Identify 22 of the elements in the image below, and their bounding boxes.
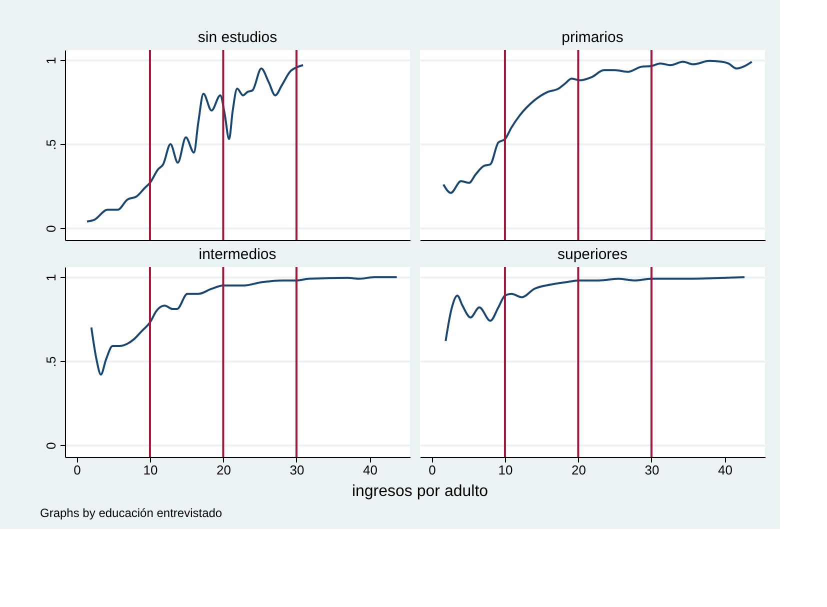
chart-title: sin estudios xyxy=(198,29,278,46)
x-tick-label: 40 xyxy=(362,462,378,478)
chart-title: primarios xyxy=(562,29,624,46)
x-tick-label: 10 xyxy=(143,462,158,478)
x-tick-label: 30 xyxy=(644,462,660,478)
chart-title: superiores xyxy=(557,246,628,263)
x-axis-title: ingresos por adulto xyxy=(352,483,488,500)
text: Graphs by educación entrevistado xyxy=(40,506,222,520)
x-tick-label: 20 xyxy=(216,462,231,478)
y-tick-label: 0 xyxy=(44,442,58,450)
chart-title: intermedios xyxy=(198,246,276,263)
x-tick-label: 10 xyxy=(498,462,513,478)
x-tick-label: 0 xyxy=(74,462,81,478)
x-tick-label: 40 xyxy=(718,462,732,478)
y-tick-label: 1 xyxy=(44,56,58,64)
y-tick-label: .5 xyxy=(44,139,58,150)
y-tick-label: 0 xyxy=(44,225,58,232)
y-tick-label: .5 xyxy=(44,356,58,368)
x-tick-label: 0 xyxy=(428,462,436,478)
y-tick-label: 1 xyxy=(44,274,58,282)
x-tick-label: 20 xyxy=(571,462,586,478)
x-tick-label: 30 xyxy=(290,462,304,478)
